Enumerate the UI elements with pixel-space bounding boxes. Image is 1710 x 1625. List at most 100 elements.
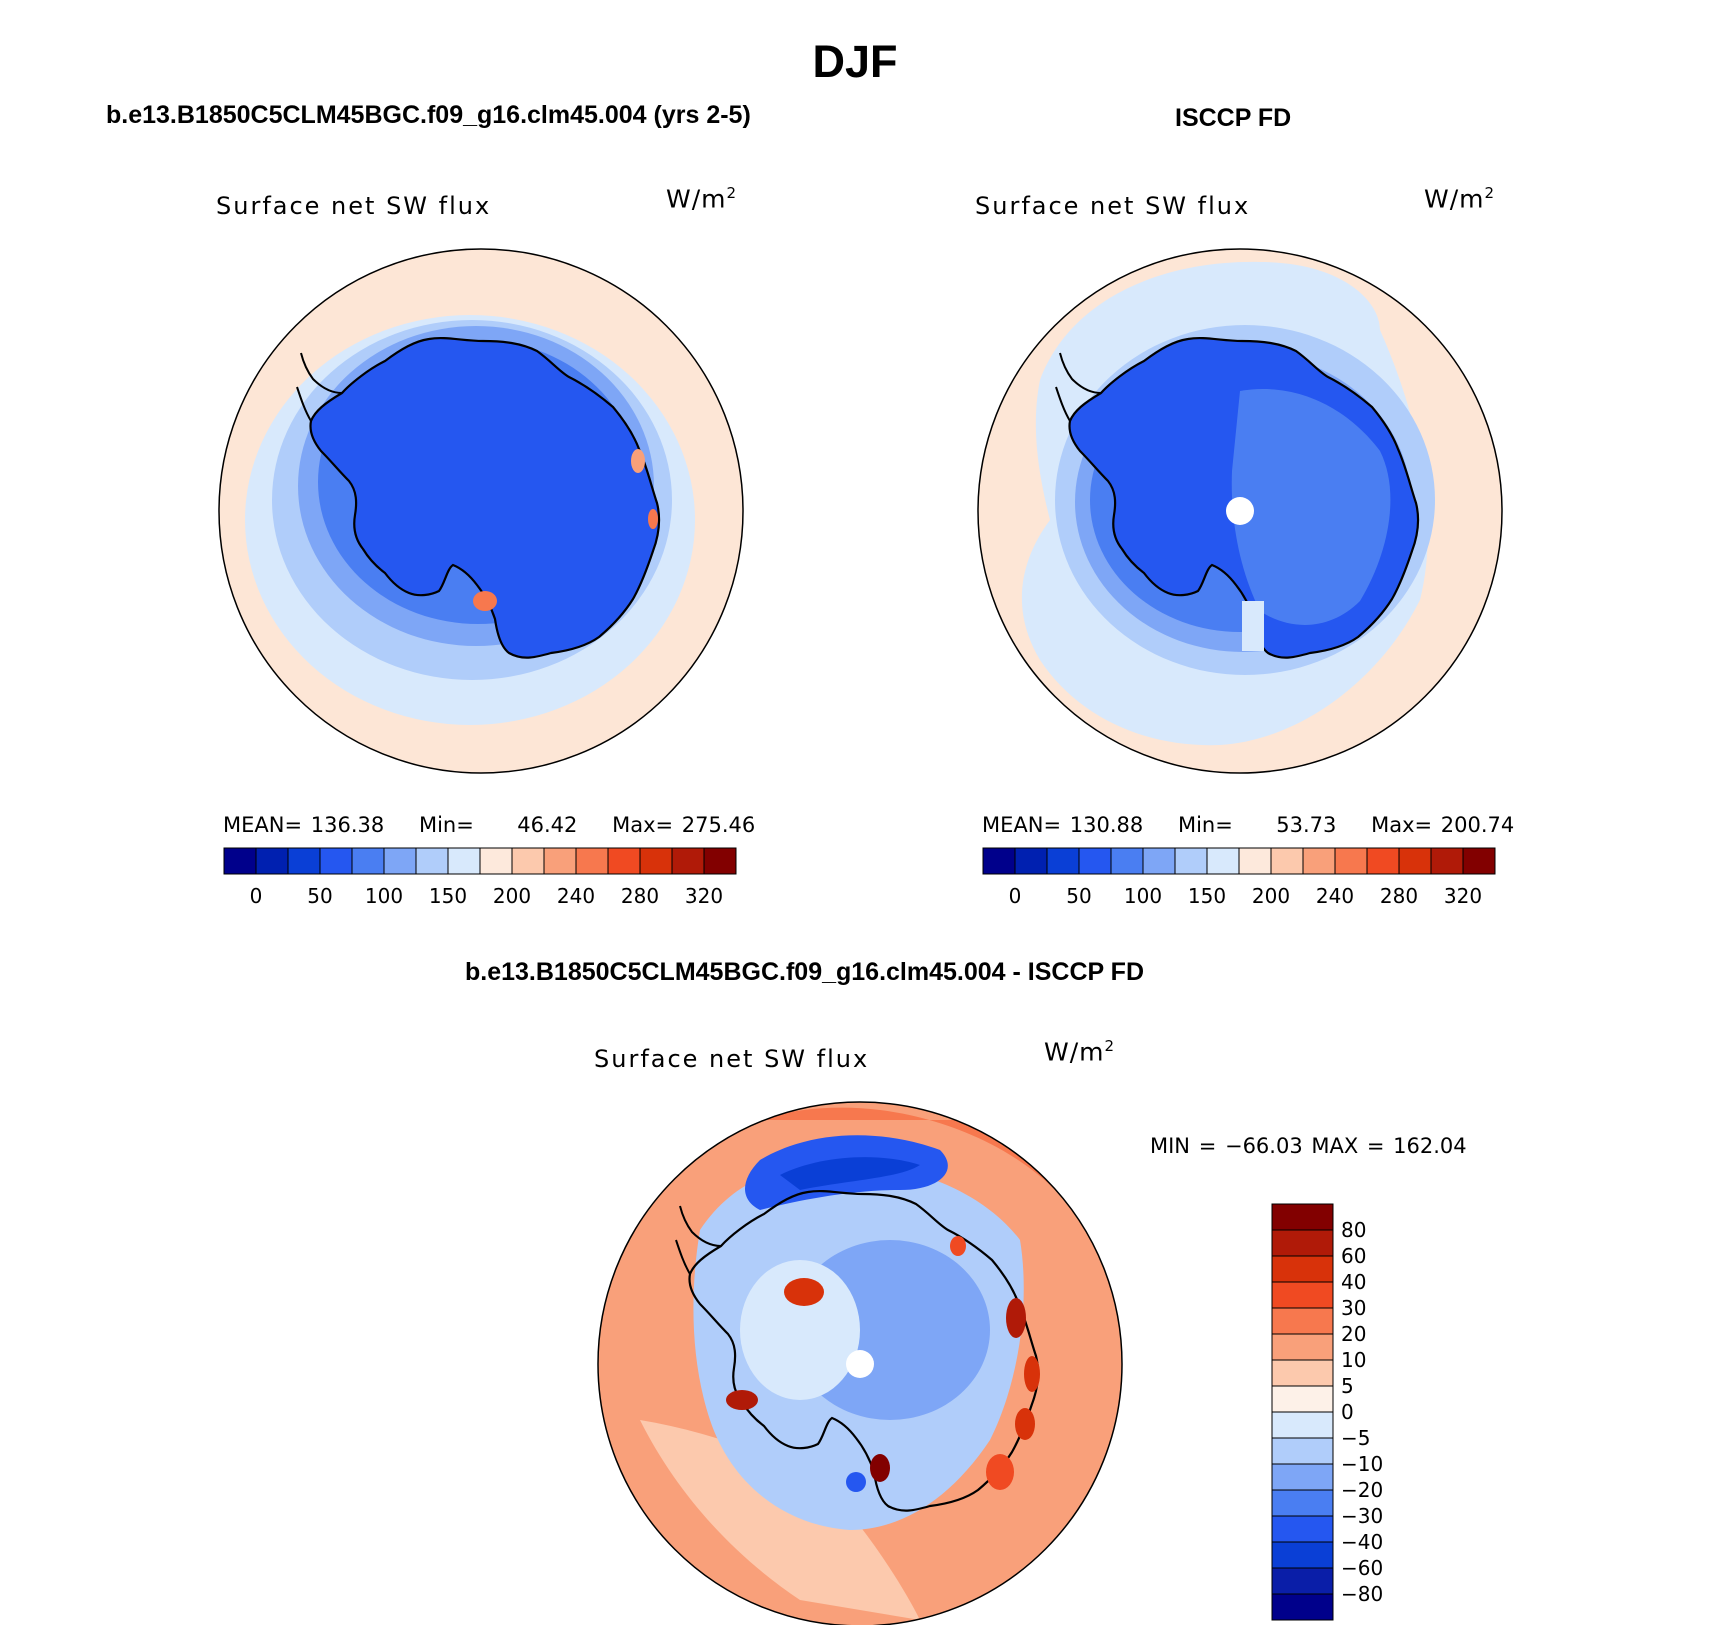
colorbar-3-tick-label: 5: [1341, 1374, 1354, 1398]
panel-3-title: b.e13.B1850C5CLM45BGC.f09_g16.clm45.004 …: [465, 958, 1145, 986]
panel-1-min: 46.42: [517, 813, 578, 837]
colorbar-3-tick-label: −10: [1341, 1452, 1383, 1476]
panel-2-max: 200.74: [1440, 813, 1515, 837]
panel-2-min-label: Min=: [1177, 813, 1233, 837]
panel-2-units-exp: 2: [1484, 184, 1496, 202]
panel-2-min: 53.73: [1276, 813, 1337, 837]
panel-2-units: W/m2: [1424, 184, 1495, 213]
colorbar-1-swatch: [415, 847, 449, 875]
panel-2-max-label: Max=: [1371, 813, 1433, 837]
colorbar-1-tick-label: 320: [685, 884, 723, 908]
colorbar-2-tick-label: 100: [1124, 884, 1162, 908]
panel-1-max: 275.46: [681, 813, 756, 837]
colorbar-1-swatch: [223, 847, 257, 875]
colorbar-3-tick-label: 40: [1341, 1270, 1366, 1294]
colorbar-3-swatch: [1271, 1281, 1334, 1309]
colorbar-2-swatch: [1270, 847, 1304, 875]
colorbar-3-swatch: [1271, 1593, 1334, 1621]
colorbar-1-tick-label: 280: [621, 884, 659, 908]
colorbar-1-swatch: [255, 847, 289, 875]
panel-1-units-base: W/m: [666, 184, 727, 214]
colorbar-2-tick-label: 280: [1380, 884, 1418, 908]
panel-3-units: W/m2: [1044, 1037, 1115, 1066]
main-title: DJF: [812, 36, 898, 87]
colorbar-3-tick-label: −80: [1341, 1582, 1383, 1606]
panel-2-mean-label: MEAN=: [982, 813, 1062, 837]
colorbar-3-tick-label: −30: [1341, 1504, 1383, 1528]
colorbar-1-tick-label: 150: [429, 884, 467, 908]
map-3: [597, 1101, 1123, 1625]
colorbar-3-tick-label: −60: [1341, 1556, 1383, 1580]
colorbar-1-tick-label: 200: [493, 884, 531, 908]
colorbar-3-swatch: [1271, 1567, 1334, 1595]
colorbar-2: 0 50 100 150 200 240 280 320: [982, 847, 1496, 908]
colorbar-3-tick-label: 80: [1341, 1218, 1366, 1242]
colorbar-1-swatch: [287, 847, 321, 875]
panel-1-stats: MEAN= 136.38 Min= 46.42 Max= 275.46: [223, 813, 755, 837]
map-1: [218, 248, 744, 774]
colorbar-1-swatch: [639, 847, 673, 875]
colorbar-1: 0 50 100 150 200 240 280 320: [223, 847, 737, 908]
colorbar-3-swatch: [1271, 1255, 1334, 1283]
colorbar-2-tick-label: 320: [1444, 884, 1482, 908]
colorbar-2-swatch: [1462, 847, 1496, 875]
colorbar-3-swatch: [1271, 1359, 1334, 1387]
panel-3-minmax: MIN = −66.03 MAX = 162.04: [1150, 1134, 1467, 1158]
colorbar-2-tick-label: 50: [1066, 884, 1091, 908]
colorbar-3-tick-label: 10: [1341, 1348, 1366, 1372]
colorbar-3-swatch: [1271, 1203, 1334, 1231]
colorbar-1-swatch: [383, 847, 417, 875]
colorbar-3-swatch: [1271, 1463, 1334, 1491]
colorbar-1-swatch: [575, 847, 609, 875]
panel-2-units-base: W/m: [1424, 184, 1485, 214]
colorbar-3-swatch: [1271, 1541, 1334, 1569]
colorbar-3-tick-label: 0: [1341, 1400, 1354, 1424]
colorbar-3-tick-label: −40: [1341, 1530, 1383, 1554]
colorbar-1-tick-label: 240: [557, 884, 595, 908]
colorbar-1-swatch: [447, 847, 481, 875]
panel-3-variable: Surface net SW flux: [594, 1045, 870, 1073]
colorbar-1-swatch: [479, 847, 513, 875]
colorbar-3-swatch: [1271, 1307, 1334, 1335]
panel-1-units-exp: 2: [726, 184, 738, 202]
colorbar-2-swatch: [1206, 847, 1240, 875]
panel-1-mean: 136.38: [310, 813, 385, 837]
colorbar-1-swatch: [511, 847, 545, 875]
colorbar-2-tick-label: 240: [1316, 884, 1354, 908]
panel-2-title: ISCCP FD: [1175, 104, 1292, 132]
colorbar-2-swatch: [1174, 847, 1208, 875]
colorbar-1-tick-label: 100: [365, 884, 403, 908]
colorbar-2-swatch: [982, 847, 1016, 875]
colorbar-1-swatch: [543, 847, 577, 875]
panel-1-min-label: Min=: [418, 813, 474, 837]
colorbar-1-tick-label: 50: [307, 884, 332, 908]
colorbar-2-swatch: [1078, 847, 1112, 875]
colorbar-3-tick-label: 30: [1341, 1296, 1366, 1320]
colorbar-2-swatch: [1366, 847, 1400, 875]
colorbar-2-swatch: [1014, 847, 1048, 875]
colorbar-3-swatch: [1271, 1333, 1334, 1361]
panel-1-title: b.e13.B1850C5CLM45BGC.f09_g16.clm45.004 …: [106, 101, 751, 129]
colorbar-3-swatch: [1271, 1385, 1334, 1413]
colorbar-2-swatch: [1046, 847, 1080, 875]
colorbar-3-tick-label: −20: [1341, 1478, 1383, 1502]
panel-1-mean-label: MEAN=: [223, 813, 303, 837]
colorbar-3-swatch: [1271, 1437, 1334, 1465]
panel-1-units: W/m2: [666, 184, 737, 213]
panel-1-variable: Surface net SW flux: [216, 192, 492, 220]
panel-3-units-base: W/m: [1044, 1037, 1105, 1067]
colorbar-1-swatch: [703, 847, 737, 875]
colorbar-2-swatch: [1238, 847, 1272, 875]
colorbar-2-swatch: [1110, 847, 1144, 875]
panel-3-units-exp: 2: [1104, 1037, 1116, 1055]
colorbar-2-swatch: [1142, 847, 1176, 875]
colorbar-1-swatch: [319, 847, 353, 875]
colorbar-2-swatch: [1430, 847, 1464, 875]
colorbar-1-tick-label: 0: [250, 884, 263, 908]
colorbar-2-tick-label: 0: [1009, 884, 1022, 908]
map-2: [977, 248, 1503, 774]
colorbar-3-tick-label: 60: [1341, 1244, 1366, 1268]
